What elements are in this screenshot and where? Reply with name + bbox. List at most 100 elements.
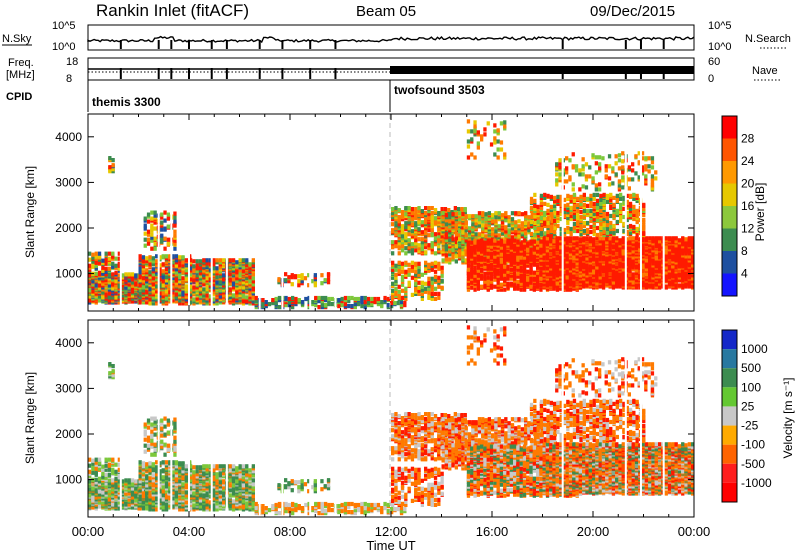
power-cell [400, 210, 405, 215]
power-cell [427, 212, 431, 217]
power-cell [489, 279, 494, 284]
power-cell [297, 279, 301, 284]
power-cell [420, 209, 424, 214]
power-cell [427, 216, 431, 221]
power-cell [101, 258, 105, 263]
power-cell [343, 295, 348, 301]
power-cell [417, 206, 421, 211]
power-cell [153, 241, 157, 246]
power-cell [155, 259, 159, 264]
power-cell [326, 272, 331, 277]
power-cell [420, 220, 424, 225]
power-cell [524, 231, 528, 236]
freq-dense-block [390, 66, 694, 74]
power-cell [138, 268, 142, 273]
power-cell [300, 276, 304, 281]
power-cell [215, 258, 219, 263]
power-cell [158, 283, 162, 288]
power-cell [178, 255, 182, 260]
power-cell [466, 255, 471, 260]
power-cell [397, 222, 401, 227]
power-cell [245, 295, 249, 300]
power-cell [444, 253, 449, 258]
power-cell [160, 238, 164, 243]
power-cell [380, 300, 384, 305]
power-cell [146, 212, 151, 217]
power-cell [491, 219, 495, 224]
power-cell [539, 253, 543, 258]
freq-gaps [119, 68, 665, 79]
power-cell [476, 239, 480, 244]
power-cell [107, 251, 112, 256]
power-cell [400, 214, 405, 219]
power-cell [530, 212, 534, 217]
power-cell [440, 273, 444, 278]
power-cell [433, 274, 438, 279]
power-cell [307, 273, 311, 278]
power-cell [404, 235, 408, 240]
power-cell [437, 217, 441, 222]
power-cell [238, 298, 242, 303]
power-cell [114, 256, 118, 261]
power-cell [417, 280, 421, 285]
power-cell [218, 258, 222, 263]
power-cell [410, 242, 415, 247]
power-cell [516, 239, 520, 244]
power-cell [314, 295, 318, 301]
power-cell [241, 258, 246, 263]
power-cell [320, 295, 324, 301]
power-cell [504, 218, 508, 223]
power-cell [516, 255, 520, 260]
power-cell [145, 277, 149, 282]
power-cell [424, 250, 428, 255]
power-cell [284, 272, 288, 277]
power-cell [552, 263, 556, 268]
power-cell [407, 249, 411, 254]
power-cell [506, 248, 510, 253]
power-cell [94, 254, 98, 259]
power-cell [585, 263, 589, 268]
power-cell [414, 213, 418, 218]
power-cell [553, 211, 557, 216]
power-cell [293, 274, 298, 279]
power-cell [88, 287, 92, 292]
power-cell [391, 251, 395, 256]
power-cell [277, 295, 282, 301]
power-cell [212, 290, 216, 295]
power-cell [440, 278, 444, 283]
power-cell [404, 251, 408, 256]
power-cell [127, 285, 131, 290]
power-cell [148, 270, 152, 275]
power-cell [330, 302, 334, 307]
power-cell [500, 213, 505, 218]
power-cell [532, 270, 536, 275]
power-cell [284, 303, 288, 308]
power-cell [437, 275, 441, 280]
power-cell [155, 301, 159, 306]
power-cell [458, 237, 462, 242]
power-cell [178, 273, 182, 278]
power-cell [404, 216, 408, 221]
power-cell [483, 264, 487, 269]
power-cell [173, 233, 177, 238]
power-cell [532, 281, 536, 286]
power-cell [417, 243, 421, 248]
power-cell [433, 208, 438, 213]
power-cell [141, 288, 146, 293]
power-cell [91, 289, 95, 294]
power-cell [486, 280, 490, 285]
power-cell [370, 302, 374, 307]
power-cell [433, 251, 438, 256]
power-cell [444, 232, 449, 237]
power-cell [470, 262, 474, 267]
power-cell [287, 303, 291, 308]
power-cell [424, 281, 428, 286]
power-cell [146, 232, 151, 237]
power-cell [448, 249, 452, 254]
power-cell [514, 211, 518, 216]
nsearch-label: N.Search [745, 33, 791, 45]
power-cell [245, 298, 249, 303]
power-cell [155, 277, 159, 282]
power-cell [205, 287, 209, 292]
